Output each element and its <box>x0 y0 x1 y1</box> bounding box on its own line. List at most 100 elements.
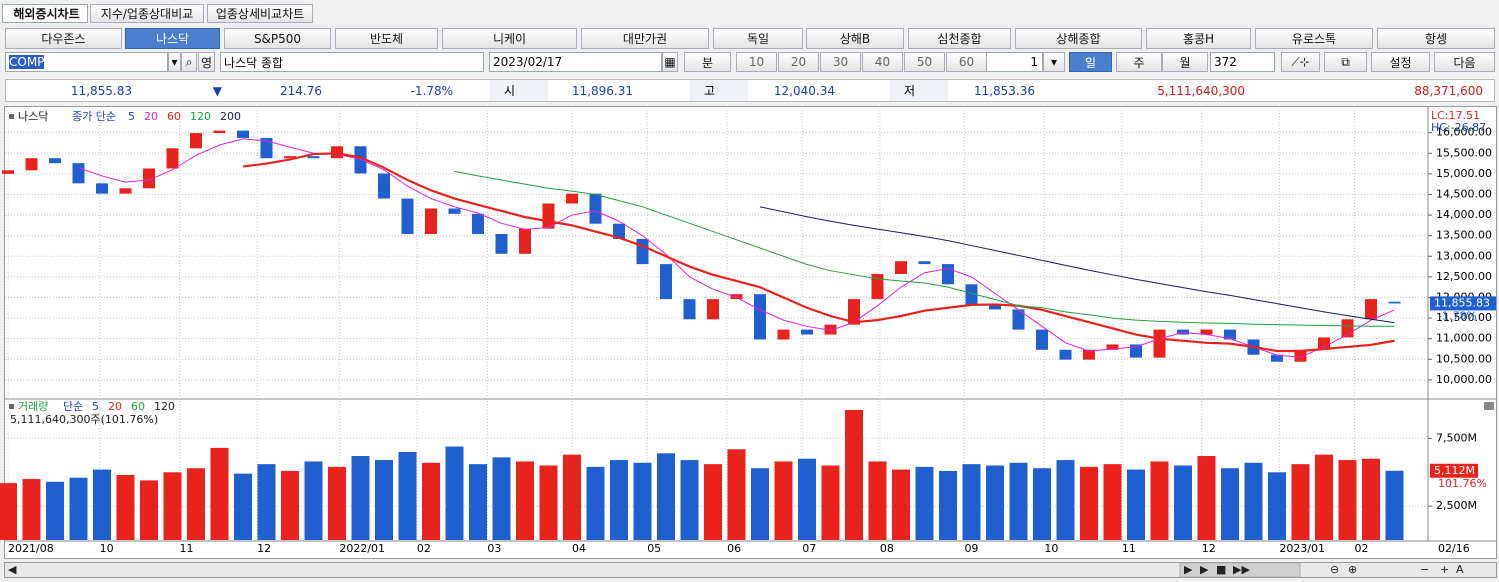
candle-body <box>519 228 531 254</box>
scroll-control[interactable]: + <box>1440 563 1449 576</box>
candle-body <box>25 158 38 171</box>
dropdown[interactable]: ▾ <box>168 52 181 72</box>
candle-body <box>49 158 61 164</box>
scroll-control[interactable]: ■ <box>1216 563 1226 576</box>
y-tick-label: 13,500.00 <box>1436 229 1492 242</box>
volume-bar <box>163 472 182 540</box>
market-button[interactable]: 다우존스 <box>5 28 122 49</box>
candle-body <box>1318 337 1330 350</box>
name-field: 나스닥 종합 <box>220 52 484 72</box>
candle-body <box>636 238 649 265</box>
volume-bar <box>69 477 88 540</box>
market-button[interactable]: 상해B <box>806 28 904 49</box>
volume-bar <box>915 466 934 540</box>
market-button[interactable]: 독일 <box>713 28 803 49</box>
x-tick-label: 02 <box>1355 542 1369 555</box>
legend-title: 나스닥 <box>18 110 48 123</box>
candle-body <box>754 294 766 340</box>
volume-summary: 5,111,640,300주(101.76%) <box>10 413 158 426</box>
market-button[interactable]: 상해종합 <box>1015 28 1142 49</box>
volume-bar <box>1127 469 1145 540</box>
next-button[interactable]: 다음 <box>1434 52 1495 72</box>
y-tick-label: 10,000.00 <box>1436 373 1492 386</box>
volume-bar <box>187 468 205 540</box>
volume: 5,111,640,300 <box>1157 83 1245 98</box>
candle-body <box>119 188 132 194</box>
volume-bar <box>727 449 746 540</box>
candle-body <box>707 299 719 320</box>
minute-button[interactable]: 20 <box>778 52 819 72</box>
minute-button[interactable]: 40 <box>862 52 903 72</box>
period-button[interactable]: 일 <box>1069 52 1112 72</box>
minute-button[interactable]: 60 <box>946 52 987 72</box>
y-tick-label: 11,000.00 <box>1436 332 1492 345</box>
spin-drop[interactable]: ▾ <box>1043 52 1065 72</box>
market-button[interactable]: 대만가권 <box>581 28 709 49</box>
spin-field[interactable]: 1 <box>986 52 1043 72</box>
scroll-control[interactable]: − <box>1420 563 1429 576</box>
minute-button[interactable]: 50 <box>904 52 945 72</box>
period-button[interactable]: 월 <box>1162 52 1208 72</box>
market-button[interactable]: 항셍 <box>1377 28 1495 49</box>
line-tool[interactable]: ⟋⊹ <box>1281 52 1320 72</box>
y-tick-label: 2,500M <box>1436 499 1477 512</box>
market-button[interactable]: 심천종합 <box>908 28 1011 49</box>
x-tick-label: 09 <box>964 542 978 555</box>
volume-bar <box>328 466 346 540</box>
calendar[interactable]: ▦ <box>662 52 678 72</box>
tab[interactable]: 해외증시차트 <box>2 4 88 23</box>
volume-bar <box>375 460 393 540</box>
candle-body <box>1294 349 1307 362</box>
legend-label: 종가 단순 <box>72 110 116 123</box>
foreign-toggle[interactable]: 영 <box>198 52 215 72</box>
code-text: COMP <box>9 55 45 69</box>
market-button[interactable]: 유로스톡 <box>1255 28 1373 49</box>
market-button[interactable]: 반도체 <box>335 28 438 49</box>
volume-bar <box>1009 462 1028 540</box>
period-button[interactable]: 주 <box>1116 52 1162 72</box>
volume-bar <box>586 466 605 540</box>
scroll-control[interactable]: ▶ <box>1184 563 1193 576</box>
count-field[interactable]: 372 <box>1210 52 1275 72</box>
volume-bar <box>234 473 252 540</box>
bar-tool[interactable]: ⧉ <box>1324 52 1367 72</box>
candle-body <box>801 329 813 335</box>
volume-bar <box>539 465 558 540</box>
volume-bar <box>257 464 276 540</box>
tab[interactable]: 업종상세비교차트 <box>207 4 313 23</box>
scroll-control[interactable]: ◀ <box>8 563 17 576</box>
code-input[interactable]: COMP <box>5 52 168 72</box>
scroll-control[interactable]: A <box>1456 563 1464 576</box>
x-tick-label: 05 <box>647 542 661 555</box>
scroll-control[interactable]: ⊖ <box>1330 563 1339 576</box>
candle-body <box>942 264 954 285</box>
date-field[interactable]: 2023/02/17 <box>489 52 662 72</box>
candle-body <box>1271 354 1283 362</box>
scroll-control[interactable]: ▶ <box>1200 563 1209 576</box>
scroll-control[interactable]: ⊕ <box>1348 563 1357 576</box>
volume-bar <box>986 465 1004 540</box>
minute-button[interactable]: 10 <box>736 52 777 72</box>
volume-bar <box>939 470 957 540</box>
volume-bar <box>1362 458 1380 540</box>
scroll-control[interactable]: ▶▶ <box>1233 563 1250 576</box>
market-button[interactable]: S&P500 <box>224 28 331 49</box>
change: 214.76 <box>280 83 322 98</box>
candle-body <box>378 173 390 199</box>
y-tick-label: 15,500.00 <box>1436 146 1492 159</box>
minute-button[interactable]: 30 <box>820 52 861 72</box>
search[interactable]: ⌕ <box>181 52 197 72</box>
volume-bar <box>1244 462 1263 540</box>
market-button[interactable]: 홍콩H <box>1146 28 1251 49</box>
interval-button[interactable]: 분 <box>684 52 731 72</box>
market-button[interactable]: 나스닥 <box>125 28 220 49</box>
volume-bar <box>1080 466 1098 540</box>
market-button[interactable]: 니케이 <box>442 28 577 49</box>
settings-button[interactable]: 설정 <box>1371 52 1430 72</box>
volume-bar <box>22 479 41 540</box>
tab[interactable]: 지수/업종상대비교 <box>90 4 204 23</box>
candle-body <box>307 156 320 159</box>
volume-bar <box>1056 460 1075 540</box>
candle-body <box>472 213 484 235</box>
volume-bar <box>798 458 816 540</box>
